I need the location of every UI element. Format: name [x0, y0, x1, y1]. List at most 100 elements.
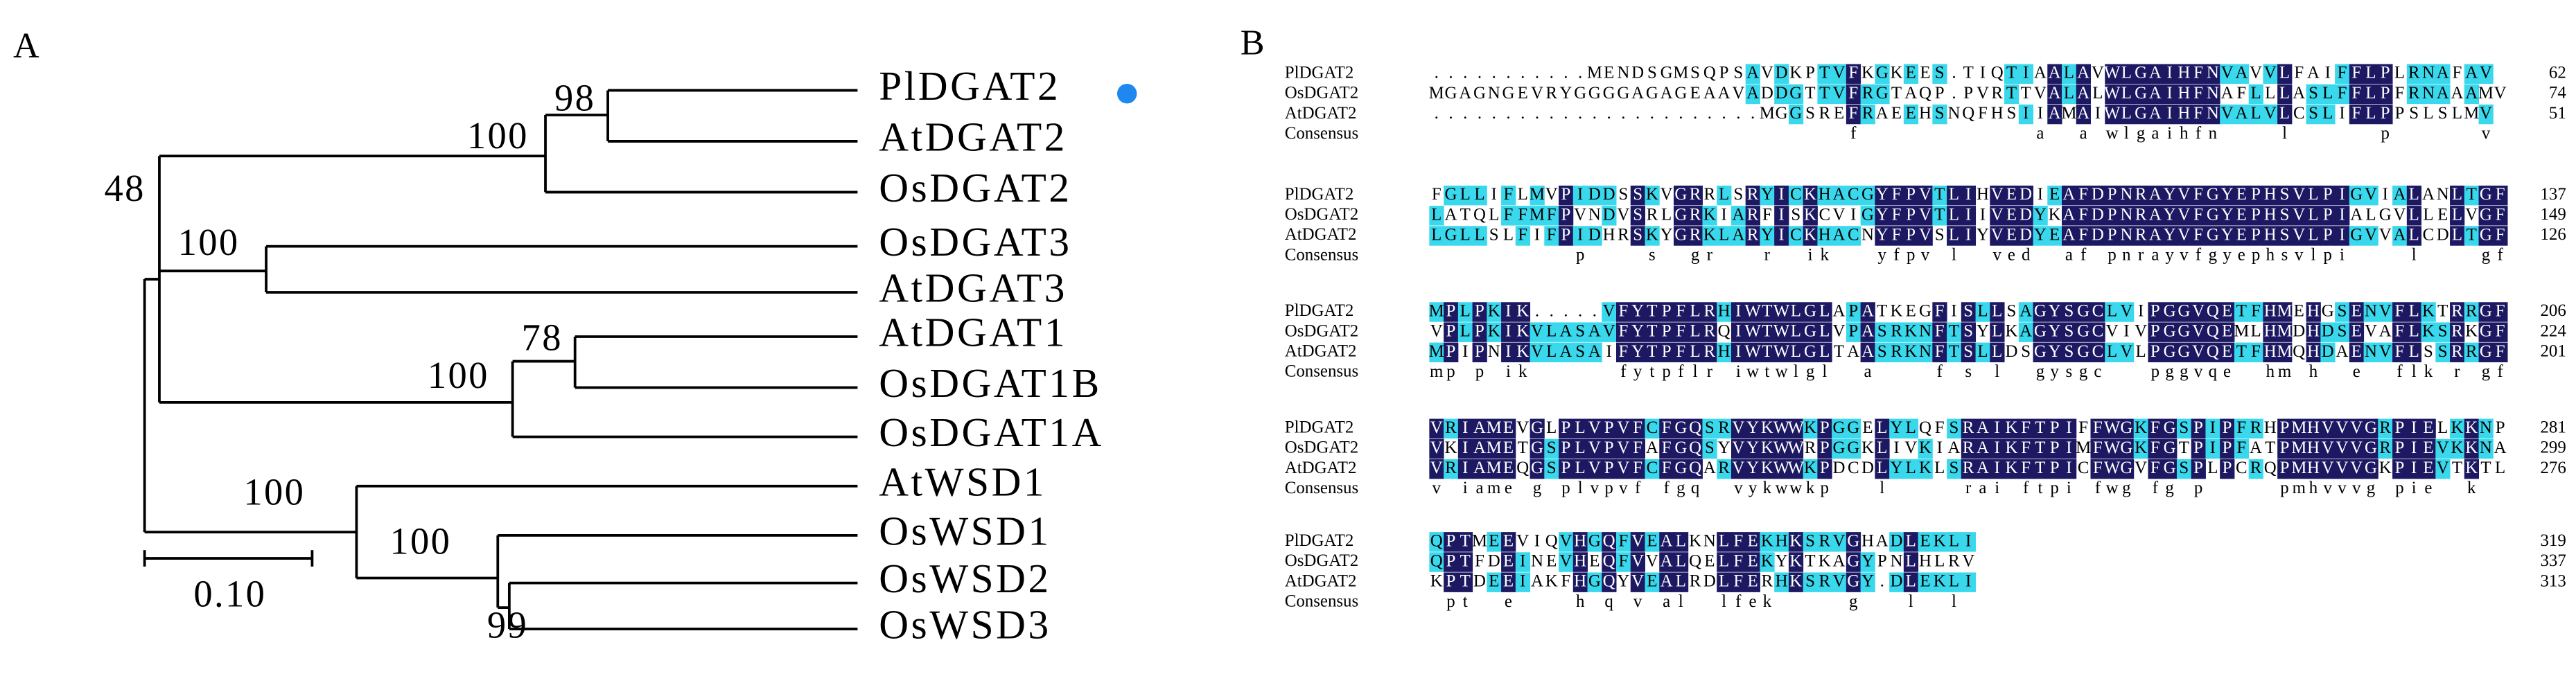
- residue-shade: [1803, 572, 1818, 592]
- residue-shade: [2162, 185, 2178, 206]
- residue-shade: [2119, 226, 2135, 246]
- residue-shade: [2306, 342, 2321, 363]
- residue: F: [2338, 84, 2347, 103]
- residue-shade: [2263, 64, 2278, 84]
- residue: [1721, 245, 1726, 264]
- residue: .: [1679, 104, 1683, 123]
- residue-shade: [2004, 84, 2019, 105]
- residue-shade: [1731, 438, 1746, 459]
- residue-shade: [1875, 342, 1890, 363]
- residue-shade: [2335, 418, 2350, 438]
- residue: N: [1703, 531, 1716, 550]
- residue: A: [2149, 225, 2162, 244]
- residue: N: [1531, 551, 1543, 570]
- residue: [1837, 245, 1841, 264]
- panel-label: B: [1241, 23, 1265, 62]
- position-end: 51: [2549, 104, 2566, 123]
- residue: F: [2496, 321, 2505, 340]
- residue-shade: [2277, 185, 2293, 206]
- residue-shade: [1990, 438, 2005, 459]
- residue: F: [1848, 104, 1858, 123]
- residue: V: [1833, 321, 1846, 340]
- residue-shade: [2148, 206, 2163, 226]
- residue: V: [2350, 418, 2363, 436]
- residue: .: [1665, 104, 1669, 123]
- residue-shade: [2478, 438, 2494, 459]
- residue-shade: [2306, 104, 2321, 125]
- residue: Y: [1876, 205, 1889, 224]
- residue-shade: [1947, 459, 1962, 479]
- residue: R: [1545, 84, 1557, 103]
- residue: [1794, 124, 1798, 143]
- residue: [1981, 124, 1985, 143]
- residue: Y: [2164, 185, 2176, 204]
- residue-shade: [2047, 104, 2062, 125]
- residue-shade: [1947, 532, 1962, 552]
- residue: f: [1937, 362, 1943, 381]
- residue: P: [1604, 459, 1614, 477]
- residue: I: [1462, 459, 1468, 477]
- residue: W: [2104, 104, 2121, 123]
- residue: G: [2480, 185, 2492, 204]
- residue-shade: [1487, 572, 1502, 592]
- residue-shade: [2162, 226, 2178, 246]
- residue: h: [2309, 479, 2318, 497]
- residue: L: [1518, 185, 1528, 204]
- residue: i: [1808, 245, 1813, 264]
- residue: F: [1733, 551, 1743, 570]
- residue: s: [2066, 362, 2073, 381]
- residue-shade: [2105, 418, 2120, 438]
- residue: H: [2264, 342, 2277, 361]
- residue: .: [1708, 104, 1712, 123]
- residue-shade: [2335, 84, 2350, 105]
- residue: N: [1919, 342, 1931, 361]
- residue-shade: [2018, 185, 2034, 206]
- residue-shade: [2062, 418, 2077, 438]
- residue-shade: [2018, 322, 2034, 342]
- residue-shade: [1803, 532, 1818, 552]
- residue: S: [2007, 301, 2017, 320]
- residue: p: [2108, 245, 2116, 264]
- residue-shade: [2363, 104, 2378, 125]
- residue: I: [1995, 418, 2000, 436]
- residue-shade: [2478, 342, 2494, 363]
- residue-shade: [1788, 572, 1804, 592]
- residue-shade: [2263, 206, 2278, 226]
- residue: [1693, 592, 1697, 611]
- residue-shade: [2263, 226, 2278, 246]
- residue: I: [1520, 551, 1525, 570]
- residue-shade: [1659, 552, 1674, 572]
- residue: C: [2293, 104, 2305, 123]
- residue-shade: [2478, 206, 2494, 226]
- residue: T: [2035, 459, 2045, 477]
- residue: L: [2279, 63, 2290, 82]
- residue-shade: [2220, 104, 2235, 125]
- residue: M: [1673, 63, 1688, 82]
- residue: N: [2437, 185, 2449, 204]
- residue-shade: [1846, 104, 1861, 125]
- residue: P: [1848, 321, 1858, 340]
- residue: h: [1576, 592, 1585, 611]
- residue-shade: [2018, 64, 2034, 84]
- residue: [2110, 362, 2114, 381]
- residue: L: [1992, 321, 2002, 340]
- residue: L: [1676, 531, 1686, 550]
- residue: [2311, 124, 2315, 143]
- bootstrap-value: 48: [105, 167, 146, 209]
- residue-shade: [1572, 438, 1588, 459]
- residue: A: [2077, 84, 2089, 103]
- residue: F: [1504, 205, 1514, 224]
- residue: D: [1776, 84, 1788, 103]
- residue: R: [2135, 185, 2147, 204]
- residue: M: [1760, 104, 1775, 123]
- residue: G: [2135, 84, 2147, 103]
- residue-shade: [2205, 84, 2220, 105]
- residue: G: [2322, 301, 2334, 320]
- residue: V: [2350, 438, 2363, 457]
- residue: L: [1906, 459, 1916, 477]
- residue-shade: [1990, 418, 2005, 438]
- residue: W: [2104, 84, 2121, 103]
- residue-shade: [1932, 342, 1947, 363]
- residue-shade: [2421, 322, 2436, 342]
- residue: h: [2266, 245, 2275, 264]
